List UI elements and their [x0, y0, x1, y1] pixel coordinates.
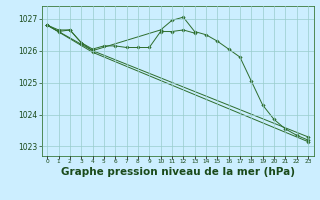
X-axis label: Graphe pression niveau de la mer (hPa): Graphe pression niveau de la mer (hPa): [60, 167, 295, 177]
